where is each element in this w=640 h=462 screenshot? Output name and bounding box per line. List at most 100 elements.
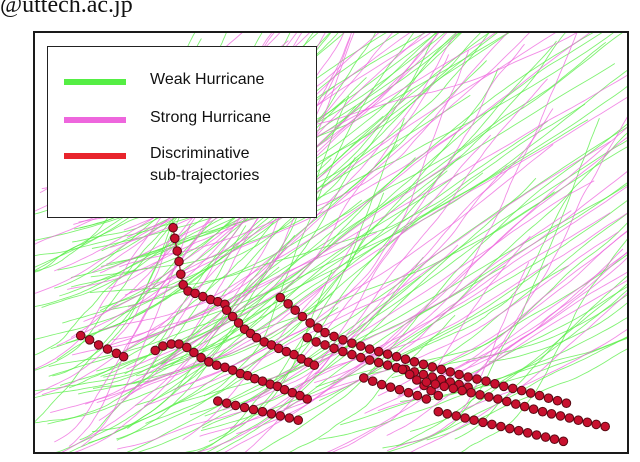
sub-trajectory-point-5-4 — [338, 346, 348, 357]
sub-trajectory-point-2-2 — [93, 340, 104, 350]
legend-label-discriminative: Discriminative sub-trajectories — [150, 145, 260, 184]
weak-track-109 — [401, 211, 629, 374]
sub-trajectory-point-9-8 — [505, 423, 515, 434]
weak-track-69 — [48, 119, 589, 454]
sub-trajectory-point-9-14 — [558, 436, 569, 447]
sub-trajectory-point-3-7 — [204, 357, 214, 367]
sub-trajectory-point-7-1 — [404, 369, 415, 380]
strong-track-62 — [127, 31, 459, 345]
legend: Weak Hurricane Strong Hurricane Discrimi… — [47, 46, 317, 218]
sub-trajectory-point-4-29 — [525, 388, 536, 398]
legend-swatch-weak — [64, 79, 126, 85]
sub-trajectory-point-6-2 — [376, 379, 387, 390]
legend-label-strong: Strong Hurricane — [150, 109, 271, 126]
sub-trajectory-point-10-8 — [284, 413, 295, 423]
sub-trajectory-point-6-7 — [421, 394, 432, 404]
sub-trajectory-point-1-13 — [309, 360, 320, 371]
sub-trajectory-point-6-4 — [394, 384, 405, 395]
sub-trajectory-point-0-0 — [168, 222, 178, 233]
sub-trajectory-point-4-15 — [400, 354, 411, 365]
strong-track-2 — [387, 262, 530, 452]
sub-trajectory-point-4-2 — [290, 305, 301, 316]
sub-trajectory-point-4-1 — [283, 299, 293, 309]
sub-trajectory-point-4-16 — [409, 357, 420, 367]
sub-trajectory-point-8-18 — [582, 417, 593, 428]
strong-track-26 — [229, 134, 492, 412]
strong-track-63 — [406, 290, 629, 454]
sub-trajectory-point-2-0 — [75, 330, 86, 341]
sub-trajectory-point-4-19 — [436, 364, 447, 375]
sub-trajectory-point-5-6 — [356, 352, 366, 363]
sub-trajectory-point-3-10 — [227, 365, 238, 376]
sub-trajectory-point-4-22 — [463, 372, 473, 382]
sub-trajectory-point-9-1 — [442, 409, 453, 419]
sub-trajectory-point-9-12 — [540, 432, 551, 442]
sub-trajectory-point-4-10 — [356, 341, 366, 351]
sub-trajectory-point-8-12 — [528, 404, 539, 415]
strong-track-28 — [199, 169, 629, 437]
strong-hurricane-tracks — [33, 31, 629, 454]
sub-trajectory-point-4-12 — [373, 346, 384, 357]
strong-track-0 — [190, 78, 548, 454]
strong-track-30 — [98, 31, 532, 331]
sub-trajectory-point-9-4 — [469, 415, 479, 426]
sub-trajectory-point-2-5 — [118, 351, 129, 362]
sub-trajectory-point-4-11 — [364, 344, 375, 354]
sub-trajectory-point-1-5 — [251, 332, 262, 343]
header-email-fragment: @uttech.ac.jp — [0, 0, 133, 18]
sub-trajectory-point-9-2 — [451, 411, 462, 421]
sub-trajectory-point-8-20 — [600, 421, 611, 432]
weak-track-97 — [48, 84, 629, 368]
strong-track-57 — [144, 244, 459, 407]
sub-trajectory-point-5-5 — [347, 349, 357, 360]
sub-trajectory-point-6-3 — [385, 382, 396, 393]
sub-trajectory-point-1-10 — [289, 349, 299, 360]
weak-track-1 — [100, 31, 617, 267]
sub-trajectory-point-7-5 — [433, 390, 444, 401]
strong-track-42 — [74, 193, 305, 453]
sub-trajectory-point-4-14 — [391, 351, 402, 362]
sub-trajectory-point-8-15 — [555, 411, 566, 421]
sub-trajectory-point-4-0 — [275, 292, 286, 303]
weak-track-89 — [133, 266, 280, 384]
sub-trajectory-point-4-24 — [481, 376, 491, 387]
strong-track-43 — [364, 249, 629, 414]
strong-track-24 — [71, 231, 378, 356]
sub-trajectory-point-4-3 — [297, 311, 308, 322]
weak-track-2 — [152, 31, 597, 369]
sub-trajectory-point-0-3 — [174, 256, 184, 267]
sub-trajectory-point-9-7 — [496, 421, 506, 432]
weak-track-103 — [127, 145, 629, 453]
sub-trajectory-point-8-9 — [502, 396, 512, 407]
weak-track-71 — [79, 225, 247, 441]
sub-trajectory-point-4-5 — [313, 323, 323, 333]
sub-trajectory-point-8-16 — [564, 413, 575, 423]
sub-trajectory-point-3-5 — [189, 347, 199, 358]
sub-trajectory-point-5-7 — [364, 355, 375, 365]
sub-trajectory-point-3-20 — [302, 394, 313, 404]
sub-trajectory-point-8-5 — [466, 387, 476, 398]
sub-trajectory-point-4-26 — [499, 381, 509, 392]
sub-trajectory-point-4-21 — [454, 369, 464, 380]
sub-trajectory-point-9-11 — [531, 430, 542, 440]
sub-trajectory-point-3-0 — [150, 345, 160, 356]
strong-track-16 — [220, 135, 629, 454]
strong-track-11 — [230, 108, 554, 430]
sub-trajectory-point-6-0 — [359, 373, 369, 383]
weak-track-96 — [379, 335, 629, 454]
sub-trajectory-point-10-6 — [266, 409, 277, 419]
strong-track-52 — [57, 247, 287, 454]
legend-label-weak: Weak Hurricane — [150, 71, 265, 88]
weak-track-32 — [131, 68, 629, 344]
weak-track-30 — [165, 31, 606, 367]
sub-trajectory-point-5-0 — [302, 332, 313, 343]
sub-trajectory-point-4-7 — [329, 331, 339, 342]
strong-track-31 — [222, 165, 508, 411]
legend-swatch-discriminative — [64, 153, 126, 159]
strong-track-34 — [189, 50, 469, 385]
sub-trajectory-point-10-5 — [257, 406, 268, 417]
sub-trajectory-point-10-3 — [239, 402, 250, 413]
sub-trajectory-point-10-9 — [293, 415, 304, 426]
trajectory-canvas — [33, 31, 629, 454]
strong-track-69 — [112, 73, 629, 341]
